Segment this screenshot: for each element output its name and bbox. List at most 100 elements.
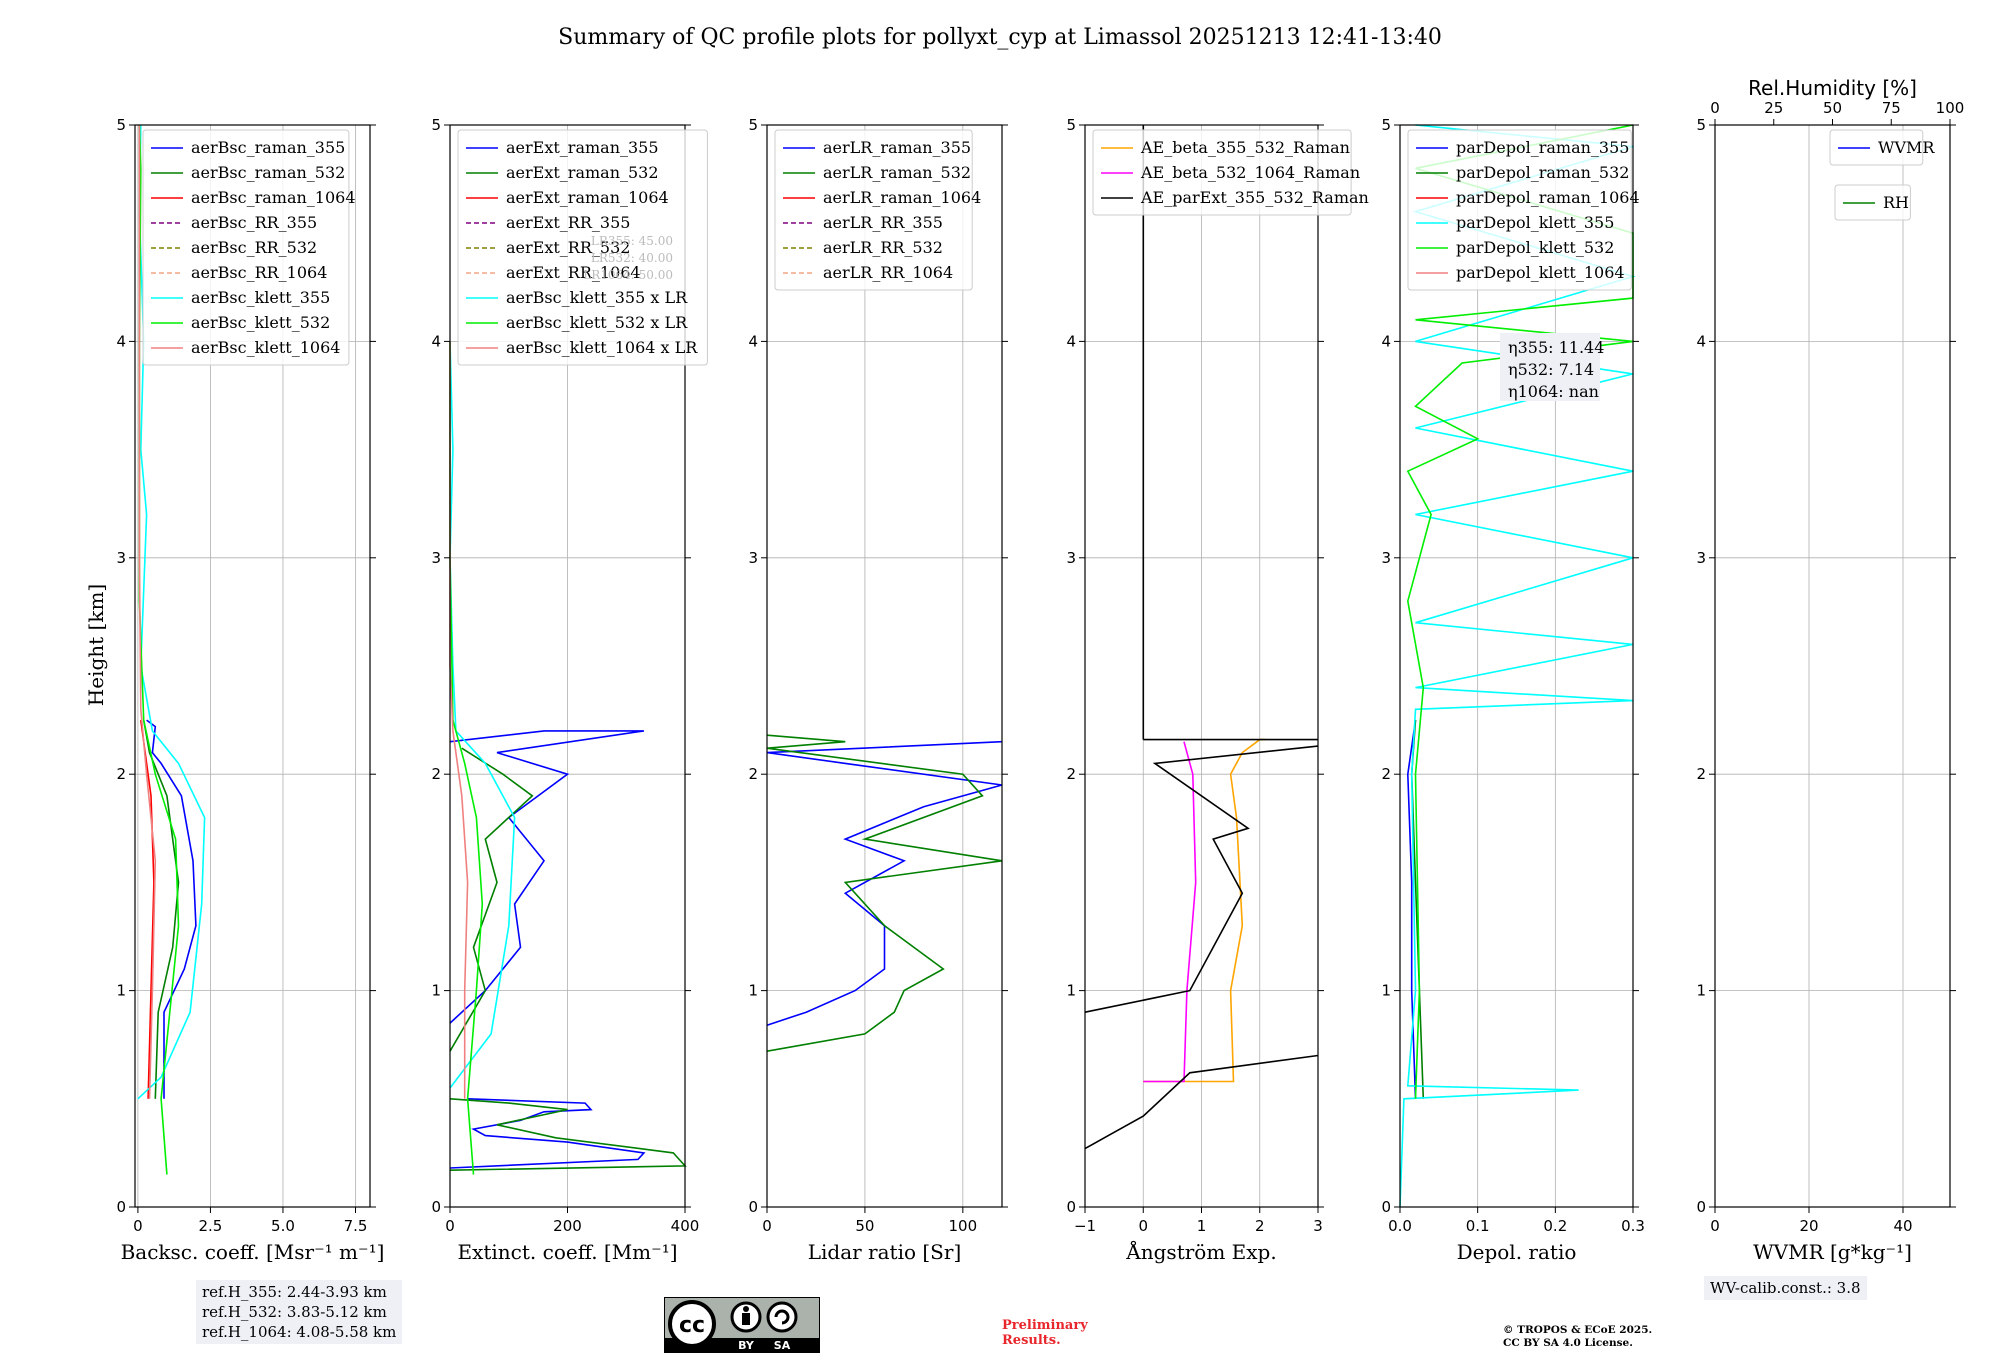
legend-label: aerBsc_RR_532 xyxy=(191,238,317,257)
cc-by-sa-badge: cc BY SA xyxy=(664,1297,820,1353)
series-AE_parExt_355_532_Raman xyxy=(1084,1054,1319,1150)
series-aerExt_raman_532 xyxy=(449,1098,687,1171)
series-aerBsc_klett_355 x LR xyxy=(449,341,516,1089)
y-tick-label: 1 xyxy=(1381,982,1391,1000)
y-tick-label: 3 xyxy=(1381,549,1391,567)
axes-frame xyxy=(1399,124,1634,1208)
x-tick-label: 0 xyxy=(1138,1217,1148,1235)
legend-label: parDepol_klett_355 xyxy=(1456,213,1614,232)
series-aerExt_raman_532_upper xyxy=(449,747,534,1052)
x-tick-label: 50 xyxy=(855,1217,874,1235)
series-parDepol_klett_355 xyxy=(1399,124,1636,1208)
legend-label: aerExt_RR_532 xyxy=(506,238,630,257)
lidar-ratio-note: LR355: 45.00 xyxy=(591,234,673,248)
series-aerBsc_raman_532 xyxy=(142,719,180,1099)
y-tick-label: 4 xyxy=(1066,332,1076,350)
legend-label: aerBsc_raman_355 xyxy=(191,138,345,157)
figure-title: Summary of QC profile plots for pollyxt_… xyxy=(558,25,1442,50)
legend-label: aerBsc_raman_1064 xyxy=(191,188,356,207)
legend: aerLR_raman_355 aerLR_raman_532 aerLR_rama… xyxy=(774,129,981,291)
legend-label: parDepol_raman_1064 xyxy=(1456,188,1640,207)
series-aerBsc_klett_1064 xyxy=(138,125,157,1099)
axes-frame xyxy=(766,124,1003,1208)
y-tick-label: 2 xyxy=(116,765,126,783)
x-tick-label: 200 xyxy=(553,1217,582,1235)
y-tick-label: 1 xyxy=(116,982,126,1000)
y-tick-label: 4 xyxy=(116,332,126,350)
legend-box xyxy=(1829,129,1924,166)
y-tick-label: 3 xyxy=(1696,549,1706,567)
sa-share-icon xyxy=(766,1301,798,1333)
preliminary-results-note: Preliminary Results. xyxy=(1002,1318,1088,1348)
y-tick-label: 2 xyxy=(1066,765,1076,783)
y-tick-label: 4 xyxy=(1696,332,1706,350)
copyright-note: © TROPOS & ECoE 2025. CC BY SA 4.0 Licen… xyxy=(1503,1324,1652,1350)
legend-label: aerLR_RR_1064 xyxy=(823,263,953,282)
top-x-tick-label: 75 xyxy=(1882,99,1901,117)
y-tick-label: 2 xyxy=(431,765,441,783)
x-tick-label: 0.3 xyxy=(1621,1217,1645,1235)
legend-label: parDepol_raman_532 xyxy=(1456,163,1629,182)
plot-area xyxy=(1084,125,1319,1150)
legend-box xyxy=(457,129,708,366)
y-tick-label: 0 xyxy=(116,1198,126,1216)
panel-ext: 0 1 2 3 4 5 0 200 400 Extinct. coeff. [Mm⁻¹] aerEx… xyxy=(431,116,708,1264)
ref-line-355: ref.H_355: 2.44-3.93 km xyxy=(202,1283,387,1301)
legend: AE_beta_355_532_Raman AE_beta_532_1064_Ra… xyxy=(1092,129,1369,216)
x-axis-label: Extinct. coeff. [Mm⁻¹] xyxy=(457,1240,677,1264)
legend-label: aerExt_raman_1064 xyxy=(506,188,669,207)
plot-area xyxy=(766,734,1003,1052)
wv-calibration-constant: WV-calib.const.: 3.8 xyxy=(1710,1279,1861,1297)
legend-label: aerLR_raman_1064 xyxy=(823,188,981,207)
y-tick-label: 1 xyxy=(1066,982,1076,1000)
top-x-tick-label: 100 xyxy=(1936,99,1965,117)
ref-line-1064: ref.H_1064: 4.08-5.58 km xyxy=(202,1323,397,1341)
top-x-axis-label: Rel.Humidity [%] xyxy=(1748,76,1917,100)
y-tick-label: 0 xyxy=(431,1198,441,1216)
legend-label: aerBsc_RR_1064 xyxy=(191,263,327,282)
x-axis-label: Depol. ratio xyxy=(1457,1240,1577,1264)
x-tick-label: 2.5 xyxy=(199,1217,223,1235)
by-label: BY xyxy=(738,1339,755,1352)
legend-label: aerExt_raman_532 xyxy=(506,163,659,182)
x-tick-label: 400 xyxy=(671,1217,700,1235)
ref-line-532: ref.H_532: 3.83-5.12 km xyxy=(202,1303,387,1321)
cc-icon xyxy=(668,1300,716,1348)
x-tick-label: 0 xyxy=(762,1217,772,1235)
x-tick-label: 3 xyxy=(1313,1217,1323,1235)
y-tick-label: 0 xyxy=(748,1198,758,1216)
eta-value: η532: 7.14 xyxy=(1508,360,1594,379)
legend-label: aerBsc_klett_1064 x LR xyxy=(506,338,698,357)
legend-box xyxy=(1407,129,1632,291)
legend-label: aerBsc_klett_355 xyxy=(191,288,330,307)
x-tick-label: 5.0 xyxy=(271,1217,295,1235)
legend-label: aerExt_raman_355 xyxy=(506,138,659,157)
y-tick-label: 3 xyxy=(116,549,126,567)
legend-label: aerBsc_klett_532 x LR xyxy=(506,313,688,332)
y-tick-label: 2 xyxy=(1381,765,1391,783)
x-axis-label: Ångström Exp. xyxy=(1125,1239,1276,1264)
y-tick-label: 0 xyxy=(1696,1198,1706,1216)
y-tick-label: 0 xyxy=(1066,1198,1076,1216)
y-tick-label: 1 xyxy=(748,982,758,1000)
x-tick-label: −1 xyxy=(1074,1217,1096,1235)
legend-label: aerBsc_RR_355 xyxy=(191,213,317,232)
y-tick-label: 5 xyxy=(748,116,758,134)
series-aerExt_raman_355_upper xyxy=(449,730,645,1024)
cc-logo-text: cc xyxy=(679,1313,705,1338)
legend-box xyxy=(1092,129,1352,216)
preliminary-line-1: Preliminary xyxy=(1002,1318,1088,1333)
legend-label: aerLR_RR_355 xyxy=(823,213,943,232)
y-tick-label: 4 xyxy=(431,332,441,350)
axes-frame xyxy=(134,124,371,1208)
x-tick-label: 0.1 xyxy=(1466,1217,1490,1235)
panel-depol: 0 1 2 3 4 5 0.0 0.1 0.2 0.3 Depol. ratio parDepol_r… xyxy=(1381,116,1644,1264)
y-tick-label: 5 xyxy=(116,116,126,134)
x-axis-label: Backsc. coeff. [Msr⁻¹ m⁻¹] xyxy=(121,1240,385,1264)
legend-label: parDepol_raman_355 xyxy=(1456,138,1629,157)
y-tick-label: 1 xyxy=(431,982,441,1000)
y-tick-label: 3 xyxy=(1066,549,1076,567)
